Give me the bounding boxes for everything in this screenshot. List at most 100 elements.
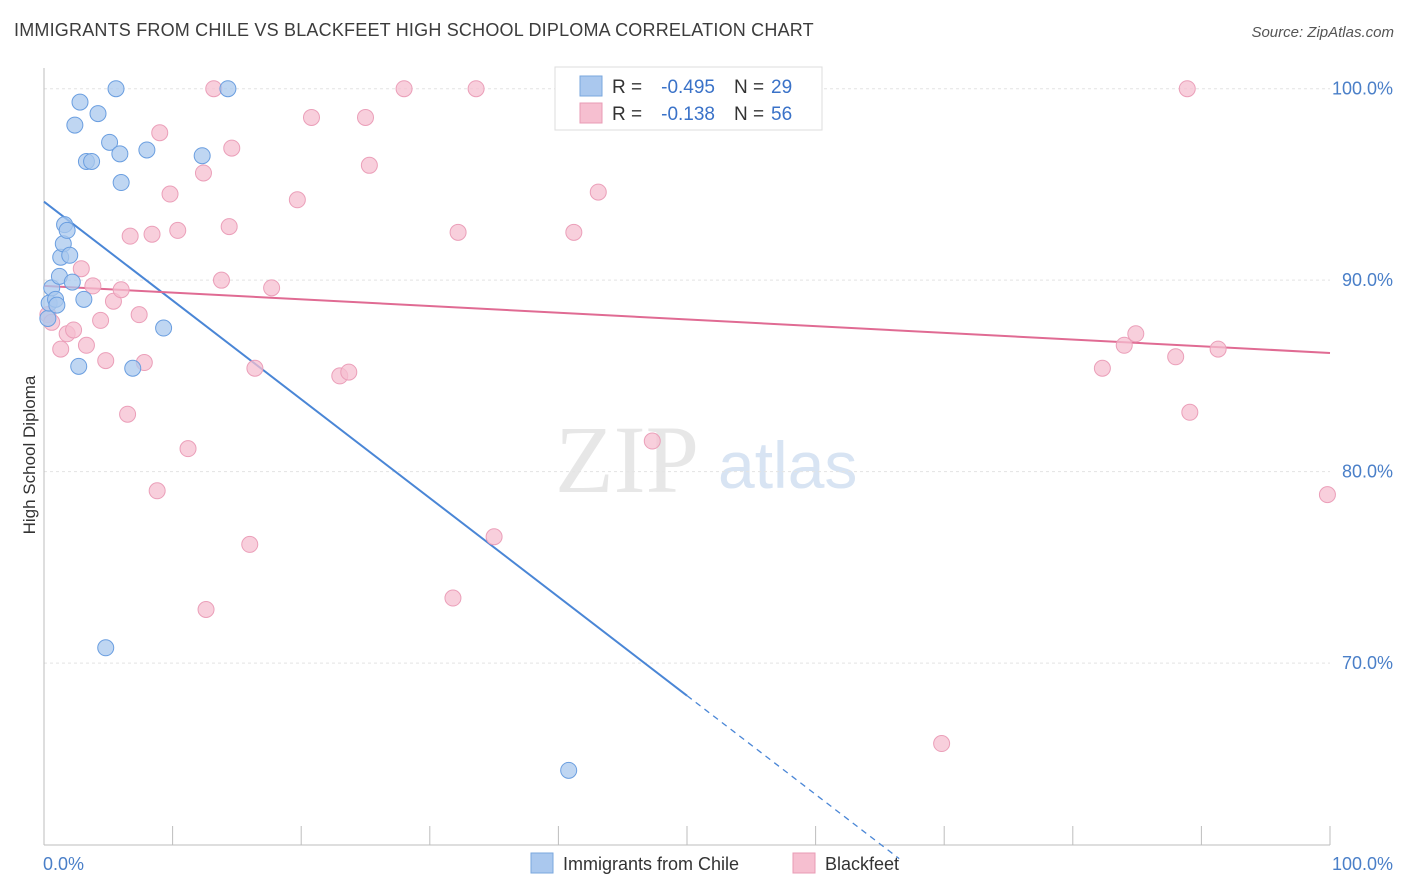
- point-blackfeet: [302, 108, 320, 126]
- point-blackfeet: [84, 277, 102, 295]
- point-blackfeet: [212, 271, 230, 289]
- point-blackfeet: [1181, 403, 1199, 421]
- point-blackfeet: [72, 260, 90, 278]
- point-blackfeet: [194, 164, 212, 182]
- y-tick-label: 100.0%: [1332, 79, 1393, 99]
- point-blackfeet: [1093, 359, 1111, 377]
- stats-n-value-2: 56: [771, 104, 792, 125]
- point-blackfeet: [360, 156, 378, 174]
- point-blackfeet: [263, 279, 281, 297]
- point-blackfeet: [179, 440, 197, 458]
- point-blackfeet: [449, 223, 467, 241]
- y-tick-label: 70.0%: [1342, 653, 1393, 673]
- stats-n-label-2: N =: [734, 104, 764, 125]
- point-chile: [101, 133, 119, 151]
- trend-line-chile-extension: [686, 695, 900, 860]
- legend-swatch-chile: [530, 852, 554, 874]
- point-blackfeet: [92, 311, 110, 329]
- point-blackfeet: [467, 80, 485, 98]
- source-label: Source: ZipAtlas.com: [1251, 24, 1394, 41]
- point-blackfeet: [143, 225, 161, 243]
- point-blackfeet: [1127, 325, 1145, 343]
- point-chile: [39, 309, 57, 327]
- legend-label-blackfeet: Blackfeet: [825, 854, 899, 874]
- point-chile: [58, 221, 76, 239]
- point-chile: [219, 80, 237, 98]
- watermark-zip: ZIP: [555, 406, 699, 513]
- stats-r-value-2: -0.138: [661, 104, 715, 125]
- point-blackfeet: [357, 108, 374, 126]
- legend-label-chile: Immigrants from Chile: [563, 854, 739, 874]
- stats-legend: R = -0.495 N = 29 R = -0.138 N = 56: [554, 66, 823, 131]
- stats-legend-swatch-blue: [579, 75, 603, 97]
- point-chile: [107, 80, 125, 98]
- y-axis-label: High School Diploma: [20, 375, 39, 534]
- point-chile: [138, 141, 156, 159]
- point-chile: [97, 639, 115, 657]
- grid-lines: 70.0% 80.0% 90.0% 100.0%: [44, 79, 1393, 673]
- y-tick-label: 90.0%: [1342, 270, 1393, 290]
- point-blackfeet: [119, 405, 137, 423]
- point-blackfeet: [65, 321, 83, 339]
- trend-line-blackfeet: [43, 284, 1331, 354]
- point-chile: [70, 357, 88, 375]
- trend-line-chile: [43, 200, 688, 697]
- point-blackfeet: [151, 124, 169, 142]
- point-blackfeet: [485, 528, 503, 546]
- stats-r-label-2: R =: [612, 104, 642, 125]
- point-blackfeet: [241, 535, 259, 553]
- stats-r-value-1: -0.495: [661, 77, 715, 98]
- axes: [43, 68, 1331, 846]
- point-blackfeet: [77, 336, 95, 354]
- legend-swatch-blackfeet: [792, 852, 816, 874]
- point-blackfeet: [246, 359, 264, 377]
- data-points: [39, 80, 1336, 779]
- point-chile: [83, 152, 101, 170]
- point-chile: [560, 761, 578, 779]
- point-blackfeet: [288, 191, 306, 209]
- point-chile: [155, 319, 173, 337]
- point-blackfeet: [444, 589, 462, 607]
- point-chile: [111, 145, 129, 163]
- x-tick-label-min: 0.0%: [43, 854, 84, 874]
- y-tick-label: 80.0%: [1342, 462, 1393, 482]
- watermark-atlas: atlas: [718, 428, 857, 502]
- point-blackfeet: [205, 80, 223, 98]
- point-blackfeet: [1178, 80, 1196, 98]
- point-chile: [89, 105, 107, 123]
- point-blackfeet: [169, 221, 187, 239]
- trend-lines: [43, 200, 1331, 860]
- point-blackfeet: [589, 183, 607, 201]
- stats-n-value-1: 29: [771, 77, 792, 98]
- point-blackfeet: [223, 139, 241, 157]
- point-blackfeet: [1115, 336, 1133, 354]
- point-chile: [48, 296, 66, 314]
- point-blackfeet: [340, 363, 358, 381]
- point-chile: [66, 116, 84, 134]
- point-blackfeet: [130, 306, 148, 324]
- point-blackfeet: [220, 218, 238, 236]
- point-blackfeet: [52, 340, 70, 358]
- point-blackfeet: [395, 80, 413, 98]
- bottom-legend: Immigrants from Chile Blackfeet: [530, 852, 899, 874]
- point-blackfeet: [1318, 486, 1336, 504]
- point-chile: [112, 174, 130, 192]
- stats-n-label-1: N =: [734, 77, 764, 98]
- point-chile: [75, 290, 93, 308]
- point-chile: [63, 273, 81, 291]
- point-blackfeet: [112, 281, 130, 299]
- point-blackfeet: [148, 482, 166, 500]
- point-chile: [193, 147, 211, 165]
- point-blackfeet: [1209, 340, 1227, 358]
- stats-legend-swatch-pink: [579, 102, 603, 124]
- point-blackfeet: [97, 352, 115, 370]
- point-blackfeet: [161, 185, 179, 203]
- point-blackfeet: [565, 223, 583, 241]
- point-blackfeet: [197, 601, 215, 618]
- point-blackfeet: [643, 432, 661, 450]
- point-chile: [61, 246, 79, 264]
- point-blackfeet: [1167, 348, 1185, 366]
- chart-title: IMMIGRANTS FROM CHILE VS BLACKFEET HIGH …: [14, 20, 814, 40]
- point-blackfeet: [121, 227, 139, 245]
- point-chile: [71, 93, 89, 111]
